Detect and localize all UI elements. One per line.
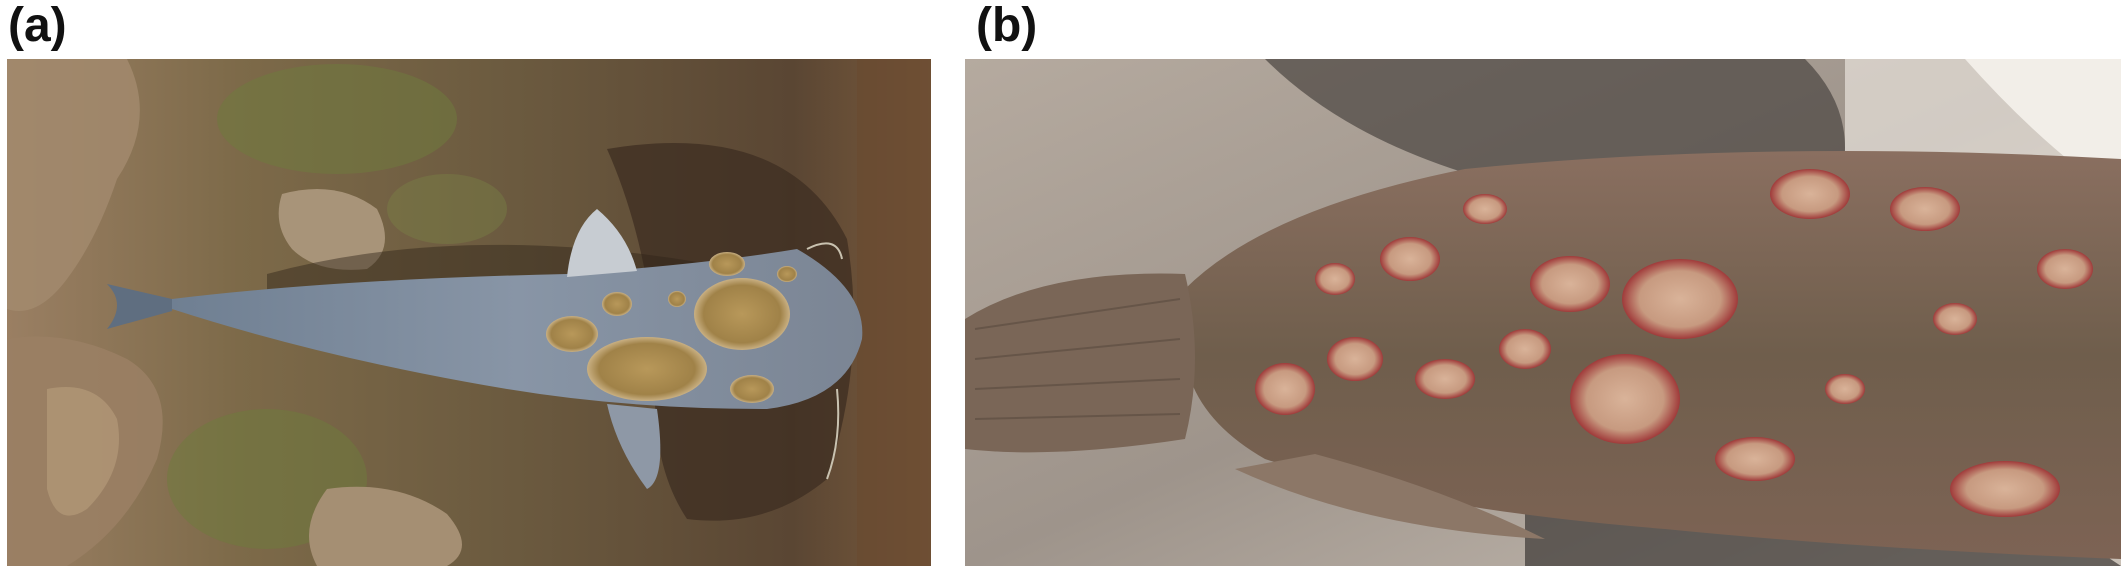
photo-catfish-on-mud	[7, 59, 931, 566]
panel-label-b: (b)	[976, 0, 1038, 52]
panel-label-a: (a)	[8, 0, 67, 52]
photo-fish-lesions-closeup	[965, 59, 2121, 566]
